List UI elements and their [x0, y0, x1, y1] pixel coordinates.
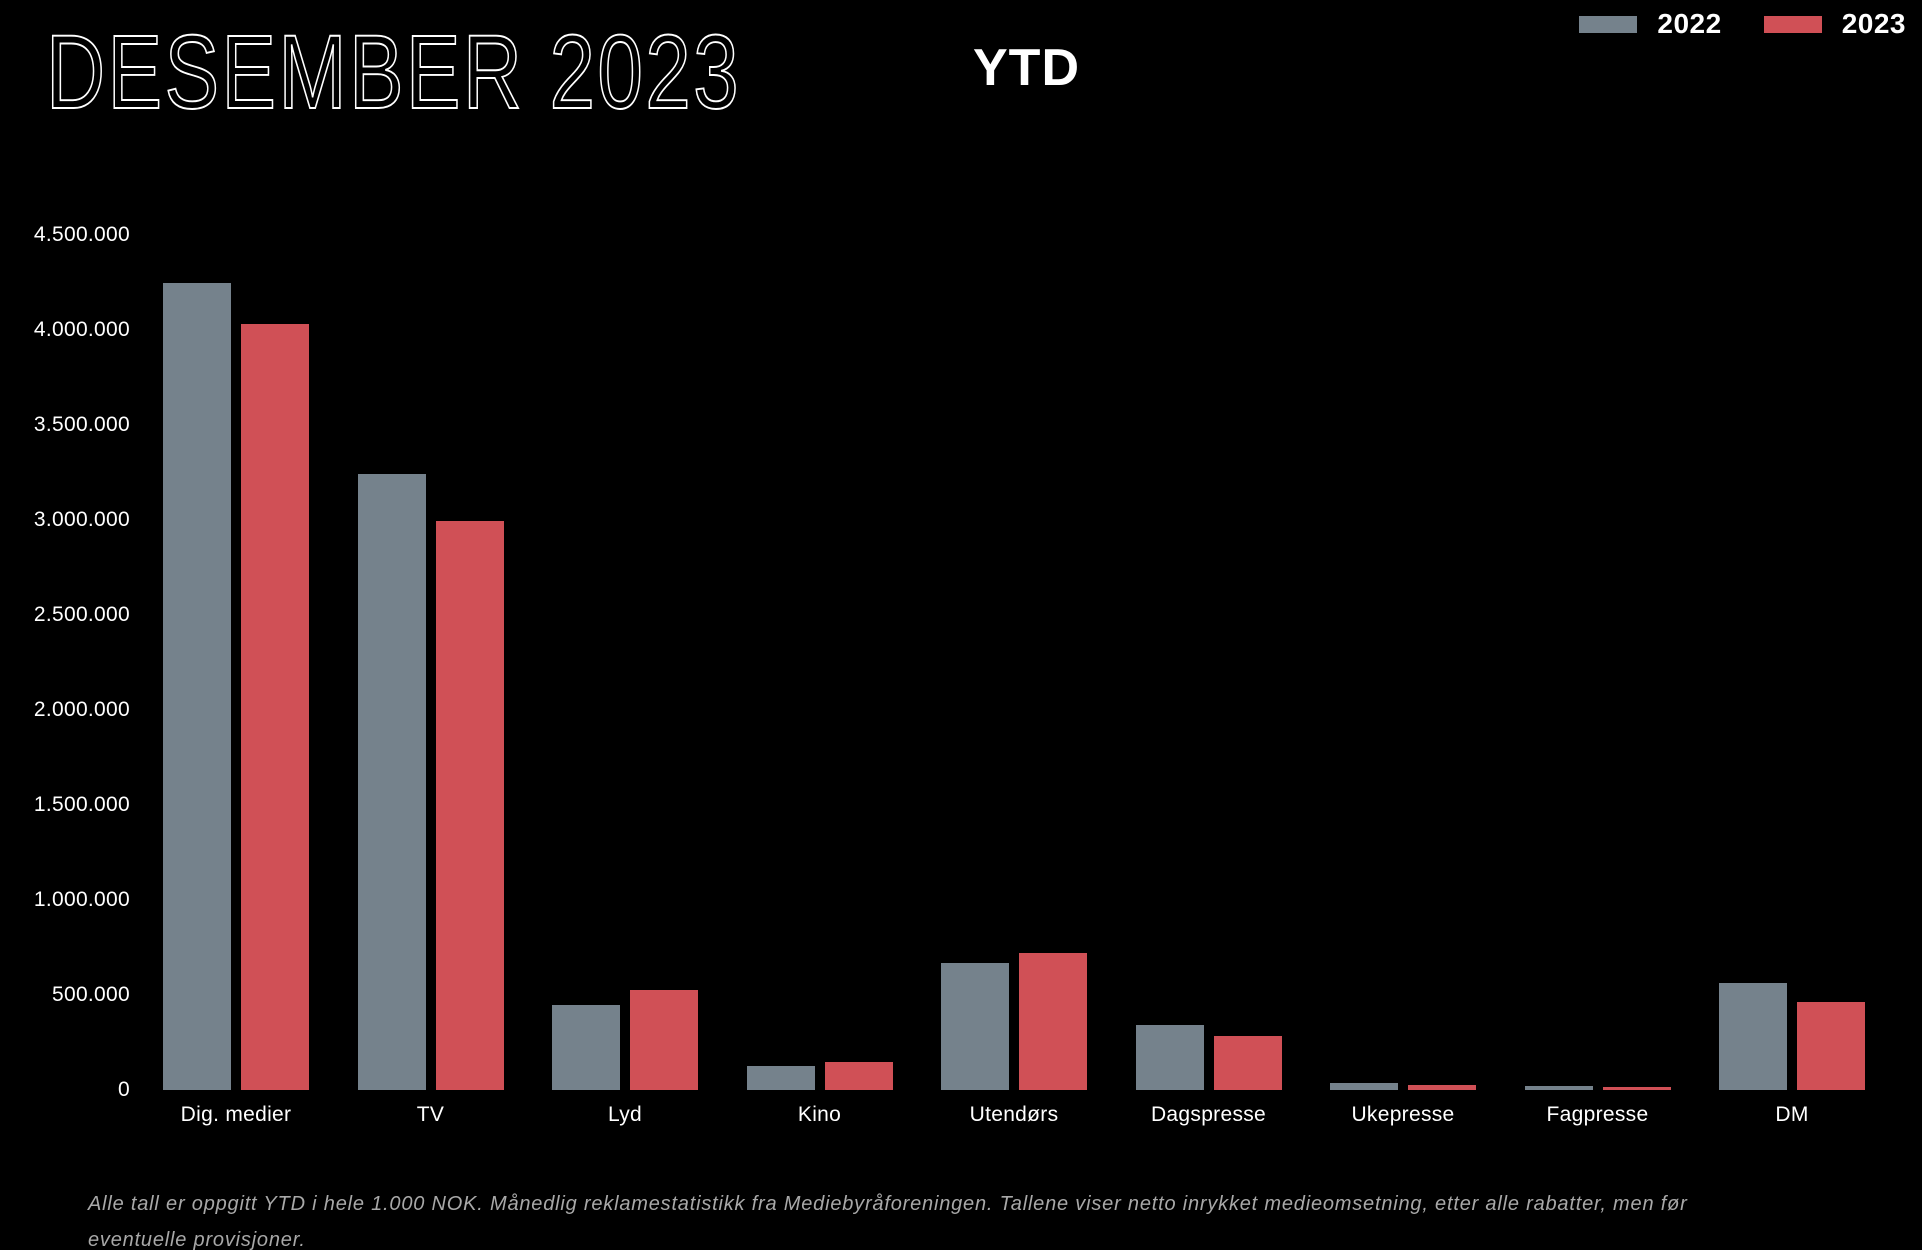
bar-2022	[746, 1065, 815, 1090]
legend-swatch-2022	[1579, 15, 1638, 33]
category-label: TV	[416, 1103, 445, 1126]
footnote-line-2: eventuelle provisjoner.	[88, 1229, 306, 1250]
y-tick-label: 1.500.000	[33, 793, 130, 816]
bar-2022	[163, 282, 231, 1090]
bar-2022	[941, 963, 1009, 1090]
legend-label-2022: 2022	[1657, 8, 1722, 39]
bar-group: DM	[1719, 235, 1865, 1126]
category-label: Lyd	[608, 1103, 642, 1126]
bar-2023	[241, 324, 309, 1090]
legend-item-2023: 2023	[1763, 8, 1906, 40]
bar-2022	[357, 474, 426, 1090]
y-tick-label: 0	[118, 1078, 130, 1101]
bar-group: Utendørs	[941, 235, 1087, 1126]
bar-2023	[1408, 1085, 1476, 1090]
category-label: Fagpresse	[1546, 1103, 1649, 1126]
bar-2023	[435, 520, 504, 1090]
category-label: Ukepresse	[1351, 1103, 1455, 1126]
y-tick-label: 4.000.000	[33, 318, 130, 341]
bar-group: TV	[357, 235, 504, 1126]
bar-2023	[1019, 952, 1087, 1090]
bar-2022	[1524, 1085, 1593, 1090]
y-tick-label: 2.000.000	[33, 698, 130, 721]
y-tick-label: 1.000.000	[33, 888, 130, 911]
bar-group: Dig. medier	[163, 235, 309, 1126]
y-tick-label: 3.000.000	[33, 508, 130, 531]
bar-group: Fagpresse	[1524, 235, 1671, 1126]
plot-area: Dig. medier TV Lyd Kino Utendørs Dagspresse Uk…	[135, 235, 1910, 1126]
y-axis: 0 500.000 1.000.000 1.500.000 2.000.000 2.500…	[0, 223, 130, 1101]
category-label: Dagspresse	[1150, 1103, 1267, 1126]
footnote-line-1: Alle tall er oppgitt YTD i hele 1.000 NO…	[88, 1193, 1688, 1215]
bar-2022	[1330, 1082, 1398, 1090]
y-tick-label: 2.500.000	[33, 603, 130, 626]
category-label: Utendørs	[969, 1103, 1059, 1126]
bar-2023	[1602, 1086, 1671, 1090]
footnote: Alle tall er oppgitt YTD i hele 1.000 NO…	[88, 1186, 1878, 1250]
y-tick-label: 4.500.000	[33, 223, 130, 246]
bar-2023	[630, 990, 698, 1090]
bar-2022	[552, 1004, 620, 1090]
category-label: Dig. medier	[180, 1103, 292, 1126]
legend: 2022 2023	[1579, 8, 1906, 40]
y-tick-label: 3.500.000	[33, 413, 130, 436]
category-label: DM	[1775, 1103, 1809, 1126]
bar-2023	[824, 1062, 893, 1090]
category-label: Kino	[797, 1103, 842, 1126]
bar-group: Dagspresse	[1135, 235, 1282, 1126]
bar-2022	[1135, 1024, 1204, 1090]
bar-group: Lyd	[552, 235, 698, 1126]
y-tick-label: 500.000	[51, 983, 130, 1006]
bar-group: Ukepresse	[1330, 235, 1476, 1126]
legend-item-2022: 2022	[1579, 8, 1721, 40]
title-block: DESEMBER 2023	[45, 14, 937, 131]
bar-group: Kino	[746, 235, 893, 1126]
page-title: DESEMBER 2023	[45, 14, 742, 131]
title-suffix-ytd: YTD	[973, 39, 1080, 97]
bar-2023	[1213, 1036, 1282, 1090]
bar-2022	[1719, 983, 1787, 1090]
bar-2023	[1797, 1002, 1865, 1090]
legend-label-2023: 2023	[1841, 8, 1906, 39]
legend-swatch-2023	[1763, 15, 1822, 33]
